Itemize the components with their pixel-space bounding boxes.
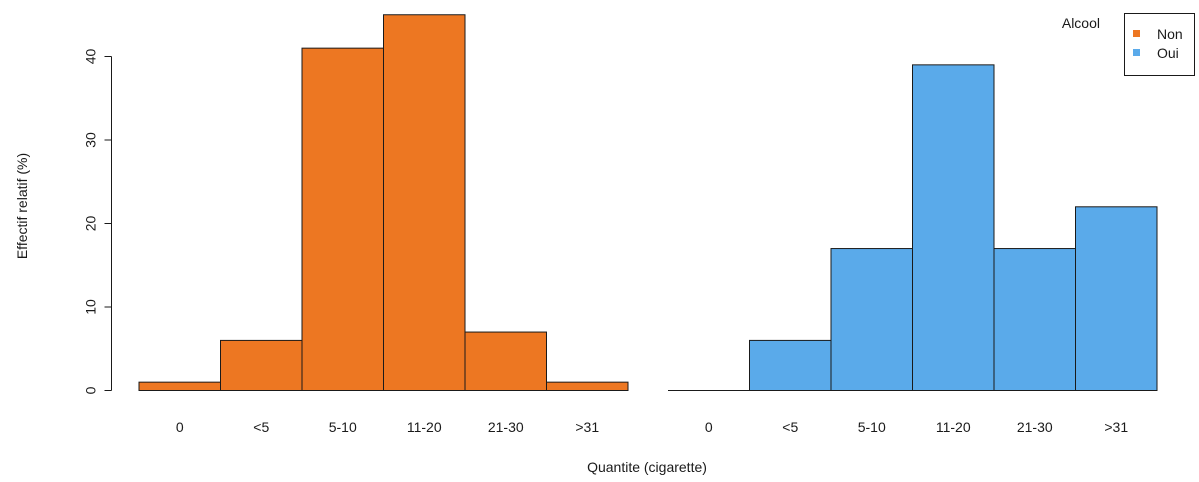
bar bbox=[301, 47, 384, 392]
legend-box bbox=[1124, 13, 1195, 76]
x-tick-label: 5-10 bbox=[329, 419, 357, 435]
bar bbox=[383, 14, 466, 391]
legend-label: Oui bbox=[1157, 45, 1179, 61]
x-tick-label: 11-20 bbox=[407, 419, 442, 435]
x-tick-label: <5 bbox=[782, 419, 798, 435]
y-axis: 0 10 20 30 40 bbox=[83, 49, 112, 394]
x-tick-label: >31 bbox=[1104, 419, 1128, 435]
y-tick-label: 20 bbox=[83, 216, 99, 232]
x-tick-label: 5-10 bbox=[858, 419, 886, 435]
x-tick-labels: 0 <5 5-10 11-20 21-30 >31 0 <5 5-10 11-20 21-30 >31 bbox=[176, 419, 1128, 435]
bar bbox=[749, 339, 832, 391]
legend: Alcool Non Oui bbox=[1062, 13, 1195, 76]
bar bbox=[138, 381, 221, 391]
bars bbox=[138, 14, 1158, 392]
x-tick-label: 0 bbox=[705, 419, 713, 435]
bar bbox=[830, 248, 913, 391]
y-tick-label: 10 bbox=[83, 299, 99, 315]
bar bbox=[993, 248, 1076, 391]
x-axis-label: Quantite (cigarette) bbox=[587, 459, 707, 475]
x-tick-label: 21-30 bbox=[488, 419, 524, 435]
x-tick-label: 21-30 bbox=[1017, 419, 1053, 435]
x-tick-label: 0 bbox=[176, 419, 184, 435]
y-tick-label: 30 bbox=[83, 132, 99, 148]
bar bbox=[220, 339, 303, 391]
legend-swatch bbox=[1133, 49, 1140, 56]
legend-title: Alcool bbox=[1062, 15, 1100, 31]
bar bbox=[464, 331, 547, 391]
bar bbox=[546, 381, 629, 391]
bar bbox=[912, 64, 995, 391]
y-tick-label: 0 bbox=[83, 386, 99, 394]
x-tick-label: 11-20 bbox=[936, 419, 971, 435]
y-axis-label: Effectif relatif (%) bbox=[14, 153, 30, 259]
bar bbox=[1075, 206, 1158, 391]
x-tick-label: <5 bbox=[253, 419, 269, 435]
legend-swatch bbox=[1133, 30, 1140, 37]
x-tick-label: >31 bbox=[575, 419, 599, 435]
legend-label: Non bbox=[1157, 26, 1183, 42]
y-tick-label: 40 bbox=[83, 49, 99, 65]
